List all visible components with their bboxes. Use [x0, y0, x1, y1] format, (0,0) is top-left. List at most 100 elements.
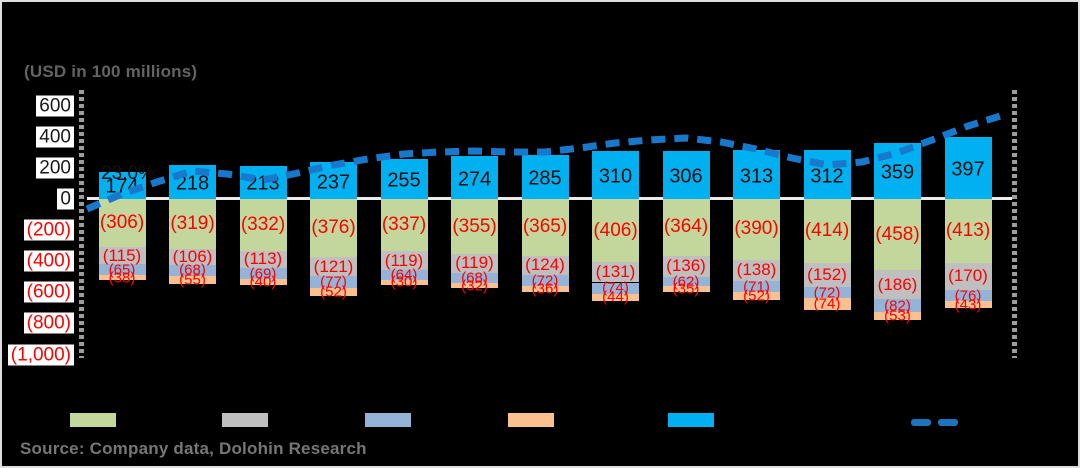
segment-value-label-light-blue-series: (69) — [249, 265, 277, 283]
segment-value-label-orange-series: (40) — [249, 273, 277, 291]
segment-value-label-gray-series: (119) — [455, 253, 494, 273]
y-axis-tick: (600) — [23, 281, 74, 303]
segment-value-label-green-series: (306) — [99, 211, 145, 233]
segment-value-label-light-blue-series: (74) — [602, 279, 629, 297]
bar-segment-light-blue-series — [380, 269, 428, 280]
right-dashed-axis-line — [1012, 90, 1017, 358]
segment-value-label-gray-series: (115) — [102, 245, 142, 265]
bar-segment-light-blue-series — [662, 276, 710, 287]
line-data-label-first: 23.0% — [101, 163, 155, 184]
segment-value-label-green-series: (332) — [240, 213, 286, 235]
bar-value-label: 310 — [598, 165, 633, 188]
left-dashed-axis-line — [79, 90, 84, 358]
legend-dash-dashed-growth-line — [911, 419, 931, 426]
bar-segment-light-blue-series — [239, 268, 287, 279]
segment-value-label-green-series: (376) — [311, 217, 356, 239]
segment-value-label-orange-series: (36) — [531, 280, 559, 298]
segment-value-label-light-blue-series: (62) — [672, 273, 700, 291]
y-axis-tick: (400) — [23, 250, 74, 272]
bar-segment-gray-series — [451, 254, 498, 273]
bar-value-label: 359 — [880, 161, 915, 184]
y-axis-tick: 600 — [36, 95, 74, 117]
segment-value-label-orange-series: (43) — [954, 296, 982, 314]
bar-segment-light-blue-series — [944, 289, 992, 302]
segment-value-label-orange-series: (30) — [390, 273, 418, 291]
segment-value-label-green-series: (337) — [381, 214, 427, 236]
segment-value-label-green-series: (414) — [804, 220, 850, 242]
bar-segment-orange-series — [98, 274, 146, 281]
legend-swatch-cyan-bar-series — [668, 413, 714, 427]
segment-value-label-green-series: (390) — [734, 218, 779, 240]
segment-value-label-orange-series: (52) — [743, 287, 770, 305]
segment-value-label-green-series: (413) — [945, 220, 991, 242]
bar-segment-gray-series — [310, 257, 357, 277]
segment-value-label-gray-series: (113) — [243, 249, 283, 269]
y-axis-tick: 400 — [36, 126, 74, 148]
bar-segment-gray-series — [944, 263, 992, 290]
bar-segment-orange-series — [874, 311, 921, 321]
segment-value-label-light-blue-series: (77) — [320, 273, 347, 291]
bar-segment-light-blue-series — [874, 299, 921, 312]
axis-unit-label: (USD in 100 millions) — [24, 62, 198, 81]
bar-segment-orange-series — [662, 286, 710, 292]
bar-segment-light-blue-series — [592, 282, 639, 294]
segment-value-label-light-blue-series: (68) — [179, 261, 206, 279]
segment-value-label-green-series: (406) — [593, 219, 638, 241]
segment-value-label-light-blue-series: (65) — [108, 261, 136, 279]
segment-value-label-orange-series: (52) — [320, 283, 347, 301]
bar-value-label: 312 — [810, 165, 844, 188]
bar-value-label: 397 — [951, 158, 985, 181]
segment-value-label-orange-series: (44) — [602, 288, 629, 306]
y-axis-tick: (200) — [23, 219, 74, 241]
segment-value-label-gray-series: (119) — [384, 250, 424, 270]
segment-value-label-orange-series: (74) — [813, 295, 841, 313]
bar-segment-gray-series — [521, 255, 569, 276]
source-attribution: Source: Company data, Dolohin Research — [20, 439, 367, 458]
bar-value-label: 218 — [175, 172, 210, 195]
segment-value-label-orange-series: (35) — [672, 280, 700, 298]
bar-segment-light-blue-series — [803, 287, 851, 299]
bar-value-label: 313 — [739, 165, 774, 188]
segment-value-label-gray-series: (131) — [595, 262, 636, 282]
segment-value-label-green-series: (365) — [522, 216, 568, 238]
bar-segment-gray-series — [662, 255, 710, 277]
bar-segment-light-blue-series — [98, 264, 146, 275]
segment-value-label-gray-series: (121) — [313, 256, 354, 276]
bar-value-label: 255 — [387, 169, 421, 192]
bar-value-label: 274 — [457, 168, 492, 191]
bar-segment-orange-series — [733, 292, 780, 301]
y-axis-tick: (1,000) — [7, 344, 74, 365]
bar-segment-orange-series — [239, 278, 287, 286]
bar-segment-orange-series — [310, 288, 357, 297]
segment-value-label-orange-series: (32) — [461, 277, 488, 295]
bar-segment-orange-series — [592, 294, 639, 301]
bar-segment-orange-series — [451, 283, 498, 289]
segment-value-label-light-blue-series: (64) — [390, 266, 418, 284]
bar-segment-orange-series — [803, 298, 851, 310]
legend-swatch-light-blue-series — [365, 413, 411, 427]
bar-value-label: 306 — [669, 165, 703, 188]
segment-value-label-light-blue-series: (82) — [884, 297, 911, 315]
bar-segment-orange-series — [944, 301, 992, 309]
bar-segment-gray-series — [239, 250, 287, 269]
bar-segment-gray-series — [874, 270, 921, 300]
segment-value-label-gray-series: (186) — [877, 274, 918, 294]
bar-value-label: 237 — [316, 171, 351, 194]
bar-segment-light-blue-series — [521, 275, 569, 287]
segment-value-label-orange-series: (53) — [884, 307, 911, 325]
bar-segment-light-blue-series — [733, 281, 780, 293]
bar-segment-light-blue-series — [451, 272, 498, 284]
bar-value-label: 285 — [528, 167, 562, 190]
segment-value-label-light-blue-series: (68) — [461, 269, 488, 287]
segment-value-label-light-blue-series: (76) — [954, 287, 982, 305]
legend-swatch-gray-series — [222, 413, 268, 427]
bar-segment-gray-series — [380, 251, 428, 270]
bar-segment-gray-series — [592, 262, 639, 283]
segment-value-label-gray-series: (136) — [666, 256, 706, 276]
legend-swatch-green-series — [70, 413, 116, 427]
y-axis-tick: (800) — [23, 312, 74, 334]
bar-segment-gray-series — [98, 246, 146, 265]
segment-value-label-green-series: (458) — [875, 223, 920, 245]
segment-value-label-gray-series: (170) — [948, 266, 988, 286]
bar-segment-light-blue-series — [169, 265, 216, 276]
